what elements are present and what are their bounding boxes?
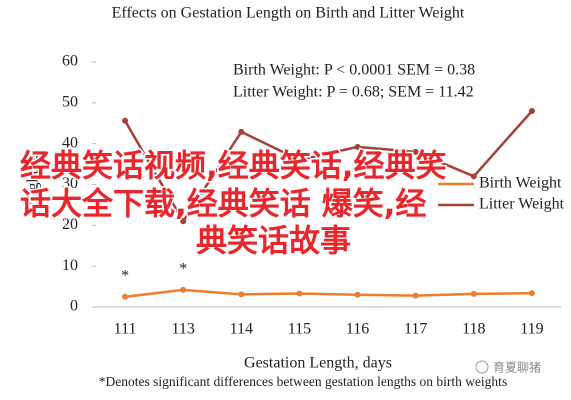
legend: Birth Weight Litter Weight (438, 175, 565, 213)
point (412, 148, 419, 155)
point (238, 128, 245, 135)
y-tick-label: 10 (62, 257, 78, 274)
overlay-text: 典笑话故事 (196, 224, 351, 260)
annotation: Birth Weight: P < 0.0001 SEM = 0.38 (233, 62, 475, 79)
y-tick-label: 40 (62, 134, 78, 151)
point (296, 290, 303, 297)
y-tick-label: 60 (62, 53, 78, 70)
point (180, 286, 187, 293)
y-tick-label: 0 (70, 298, 78, 315)
legend-label: Birth Weight (479, 175, 562, 192)
significance-marker: * (179, 261, 187, 278)
point (180, 218, 187, 225)
plot: 0 10 20 30 40 50 60 111 113 114 115 116 117 118 119 * * (62, 53, 561, 338)
series-line (123, 110, 533, 224)
x-tick-label: 111 (114, 321, 137, 338)
legend-label: Litter Weight (479, 196, 565, 213)
watermark: 育夏聊猪 (493, 360, 541, 375)
point (528, 108, 535, 114)
point (412, 292, 419, 299)
y-tick-label: 30 (62, 175, 78, 192)
point (122, 293, 129, 300)
x-axis-label: Gestation Length, days (244, 355, 392, 372)
footnote: *Denotes significant differences between… (99, 374, 507, 389)
x-tick-label: 113 (171, 321, 194, 338)
x-tick-label: 119 (520, 321, 543, 338)
series-line (124, 288, 532, 299)
point (354, 291, 361, 298)
watermark-icon (475, 360, 489, 374)
point (470, 290, 477, 297)
point (528, 290, 535, 297)
x-tick-label: 118 (462, 321, 485, 338)
x-tick-label: 116 (346, 321, 369, 338)
y-axis-label: Weight, g (25, 154, 42, 216)
point (354, 143, 361, 150)
overlay-text: 话大全下载,经典笑话 爆笑,经 (20, 187, 426, 223)
point (122, 117, 129, 124)
x-tick-label: 117 (404, 321, 427, 338)
x-tick-label: 114 (230, 321, 253, 338)
y-tick-label: 50 (62, 94, 78, 111)
chart-title: Effects on Gestation Length on Birth and… (112, 5, 465, 22)
point (238, 291, 245, 298)
y-tick-label: 20 (62, 216, 78, 233)
significance-marker: * (121, 267, 129, 284)
point (296, 157, 303, 163)
point (470, 173, 477, 180)
overlay-text: 经典笑话视频,经典笑话,经典笑 (20, 149, 447, 185)
annotation: Litter Weight: P = 0.68; SEM = 11.42 (233, 84, 474, 101)
x-tick-label: 115 (288, 321, 311, 338)
